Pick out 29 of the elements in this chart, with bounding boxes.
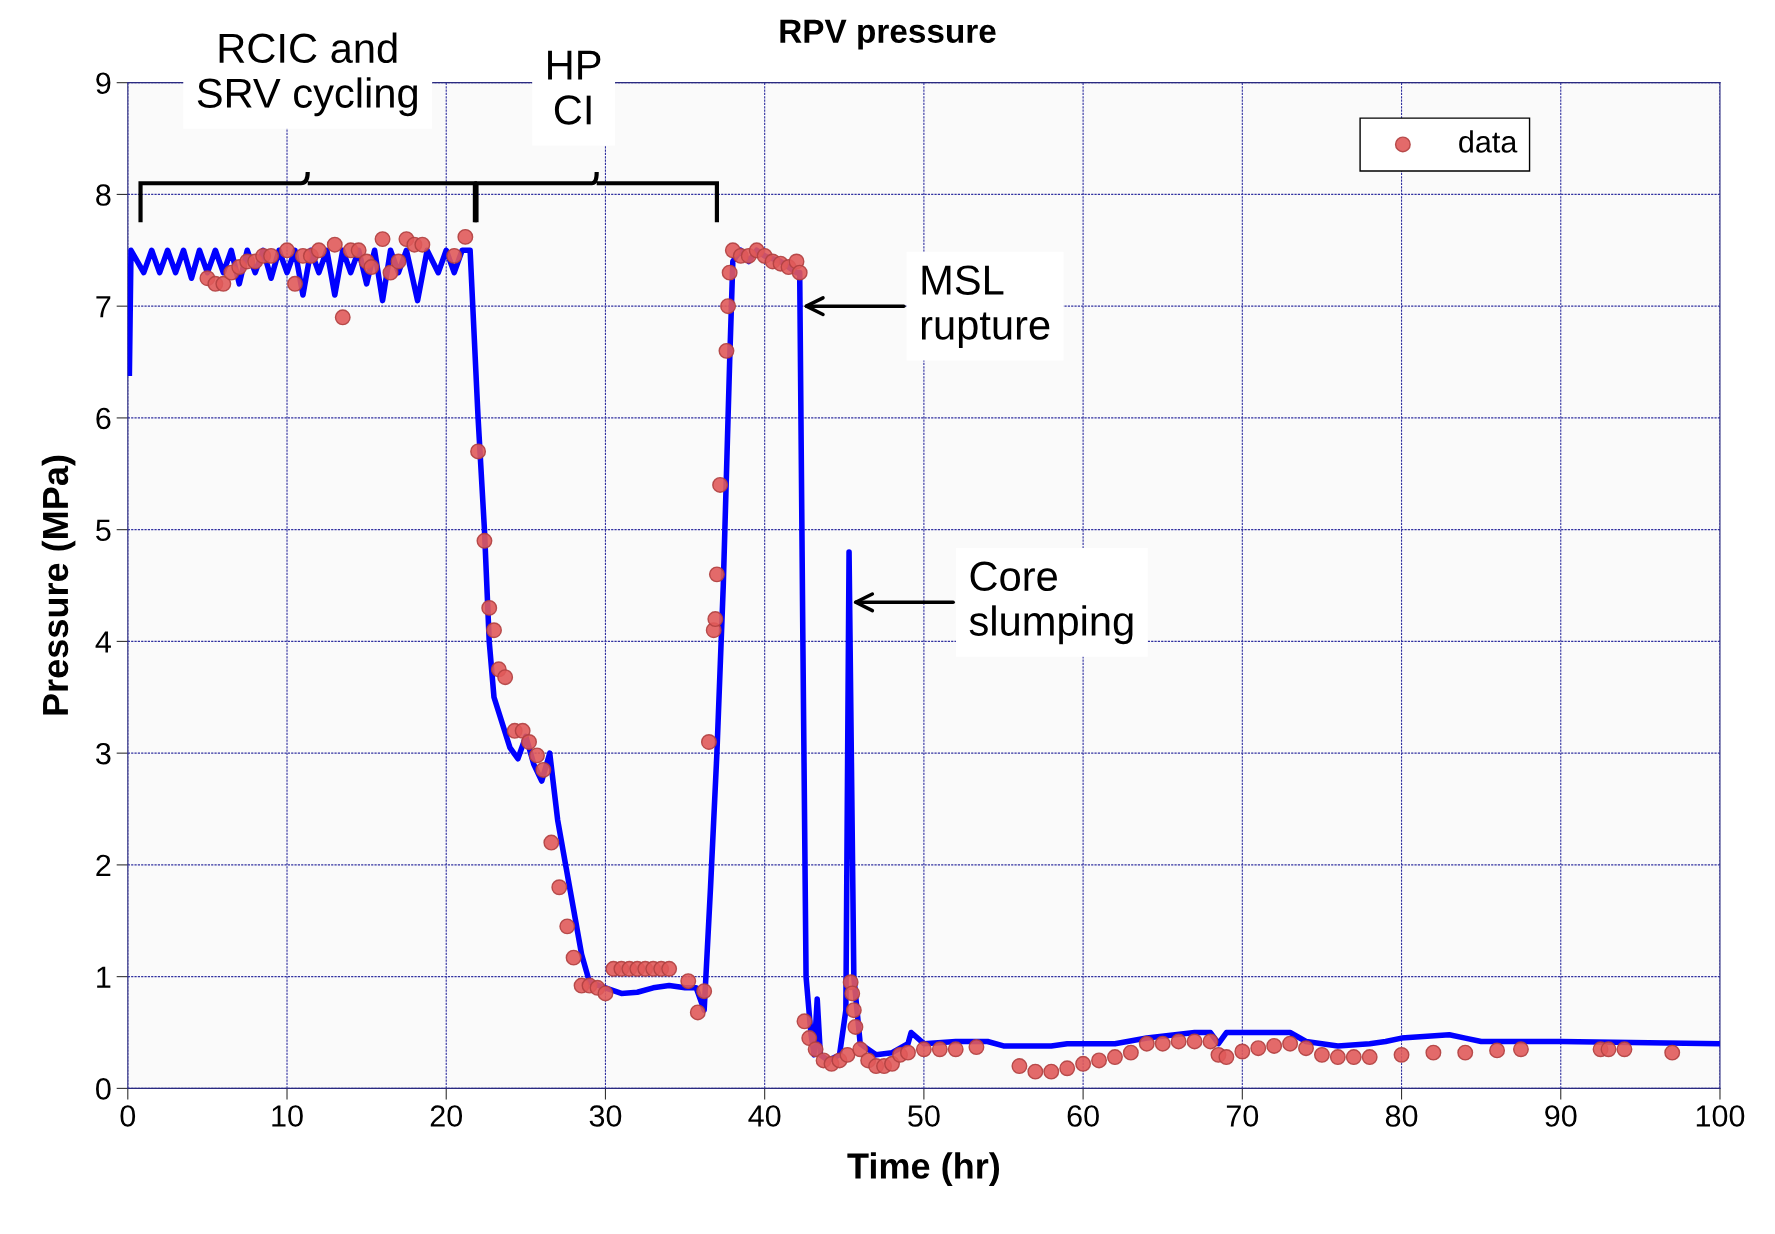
x-tick-label: 70 [1226, 1105, 1259, 1127]
x-tick-label: 30 [589, 1105, 622, 1127]
x-tick-label: 40 [748, 1105, 781, 1127]
y-tick-label: 6 [96, 407, 111, 430]
y-tick-label: 3 [96, 742, 111, 765]
y-tick-label: 2 [96, 854, 111, 876]
x-tick-label: 80 [1385, 1105, 1418, 1127]
x-tick-label: 10 [272, 1105, 303, 1127]
y-axis-title: Pressure (MPa) [41, 455, 76, 715]
chart-title: RPV pressure [780, 19, 996, 50]
y-tick-label: 4 [95, 631, 111, 653]
annotation: RCIC and SRV cycling [197, 32, 417, 117]
y-tick-label: 9 [96, 72, 111, 95]
x-tick-label: 100 [1696, 1105, 1745, 1127]
y-tick-label: 7 [96, 296, 111, 318]
annotation: HP CI [548, 50, 601, 125]
x-tick-label: 0 [120, 1105, 136, 1127]
y-tick-label: 5 [96, 519, 111, 542]
x-tick-label: 20 [430, 1105, 463, 1127]
y-tick-label: 8 [96, 184, 111, 206]
x-tick-label: 50 [908, 1105, 940, 1127]
legend-label: data [1459, 130, 1518, 153]
x-axis-title: Time (hr) [847, 1152, 1000, 1186]
y-tick-label: 0 [96, 1078, 111, 1100]
x-tick-label: 90 [1545, 1105, 1577, 1127]
annotation: Core slumping [969, 561, 1133, 645]
x-tick-label: 60 [1067, 1105, 1099, 1127]
annotation: MSL rupture [921, 265, 1050, 349]
y-tick-label: 1 [97, 966, 111, 988]
